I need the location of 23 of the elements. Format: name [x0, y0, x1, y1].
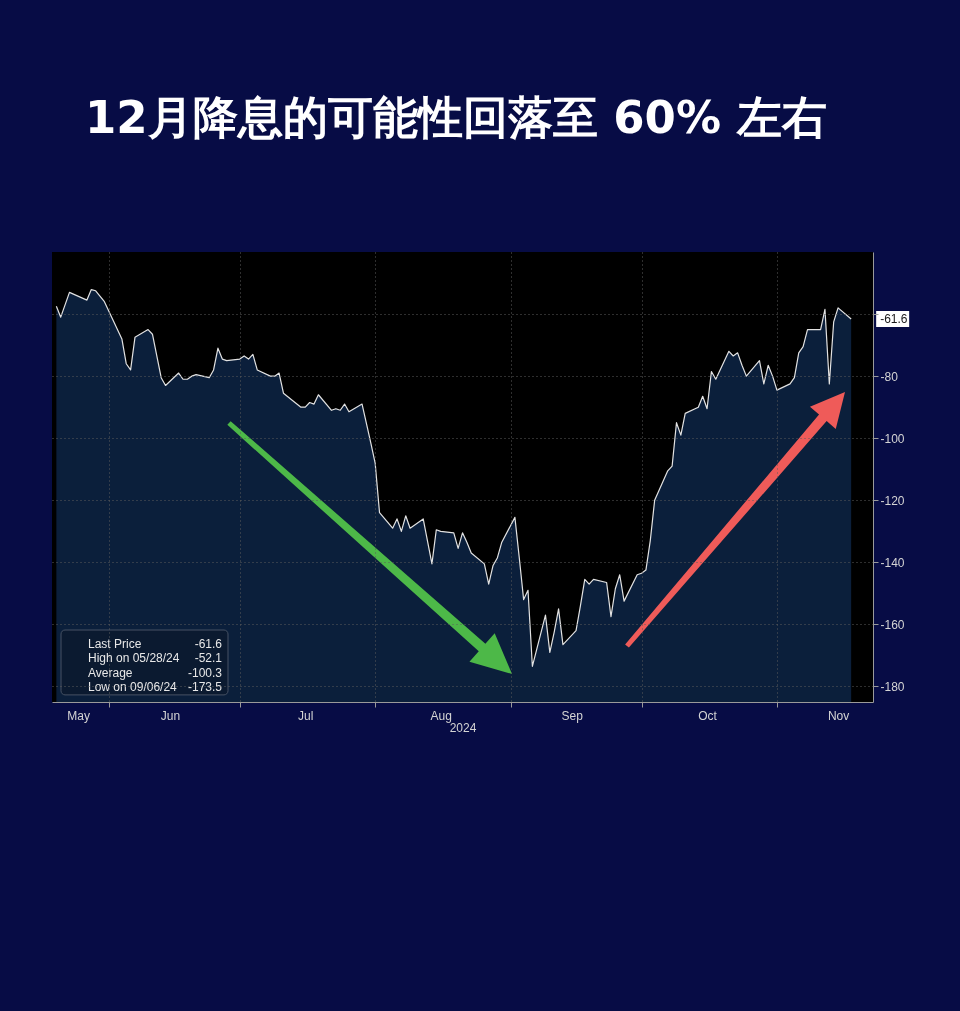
annotation: -173.5	[187, 679, 223, 694]
x-tick-label: Aug	[430, 708, 452, 723]
y-tick-label: -100	[880, 431, 905, 446]
y-tick-label: -160	[880, 617, 905, 632]
annotation: -52.1	[194, 651, 223, 666]
annotation: Last Price	[88, 637, 142, 651]
annotation: -61.6	[880, 312, 908, 327]
x-tick-label: Oct	[698, 708, 718, 723]
annotation: Low on 09/06/24	[88, 679, 178, 694]
x-tick-label: Jun	[160, 708, 181, 723]
y-tick-label: -180	[880, 679, 905, 694]
x-tick-label: Sep	[561, 708, 584, 723]
y-tick-label: -80	[880, 369, 899, 384]
y-tick-label: -140	[880, 555, 905, 570]
x-tick-label: Nov	[827, 708, 850, 723]
annotation: -61.6	[194, 637, 223, 651]
x-tick-label: Jul	[298, 708, 314, 723]
annotation: High on 05/28/24	[88, 651, 180, 666]
chart-title: 12月降息的可能性回落至 60% 左右	[85, 91, 827, 144]
annotation: -100.3	[187, 665, 223, 680]
annotation: Average	[88, 665, 133, 680]
y-tick-label: -120	[880, 493, 905, 508]
x-tick-label: May	[67, 708, 91, 723]
